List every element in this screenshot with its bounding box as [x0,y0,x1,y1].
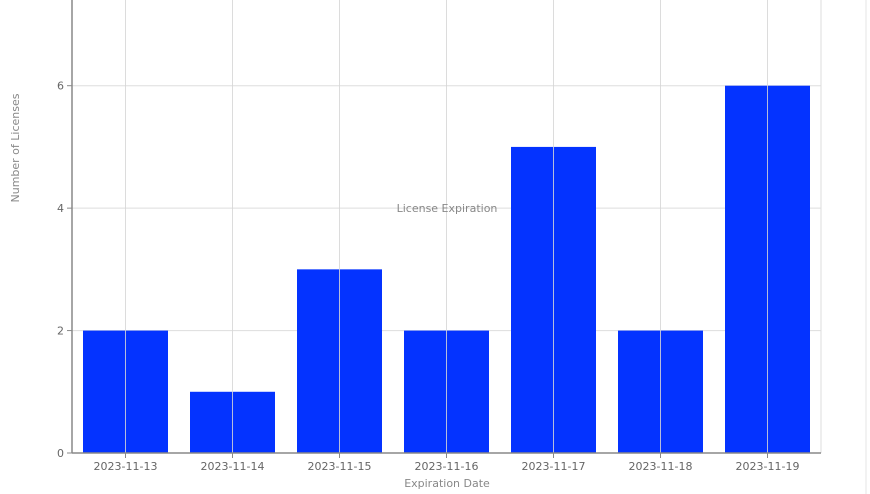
y-tick-labels: 0 2 4 6 [57,80,64,460]
x-tick-label: 2023-11-14 [201,460,265,473]
axes [67,0,822,458]
x-axis-label: Expiration Date [404,477,490,490]
y-tick-label: 2 [57,325,64,338]
y-axis-label: Number of Licenses [9,93,22,202]
x-tick-label: 2023-11-17 [522,460,586,473]
chart-title: License Expiration [397,202,498,215]
vertical-gridlines [125,0,768,453]
x-tick-labels: 2023-11-13 2023-11-14 2023-11-15 2023-11-16… [94,460,800,473]
y-tick-label: 0 [57,447,64,460]
x-tick-label: 2023-11-16 [415,460,479,473]
y-tick-label: 6 [57,80,64,93]
y-tick-label: 4 [57,202,64,215]
x-tick-label: 2023-11-18 [629,460,693,473]
x-tick-label: 2023-11-15 [308,460,372,473]
x-tick-label: 2023-11-13 [94,460,158,473]
x-tick-label: 2023-11-19 [736,460,800,473]
